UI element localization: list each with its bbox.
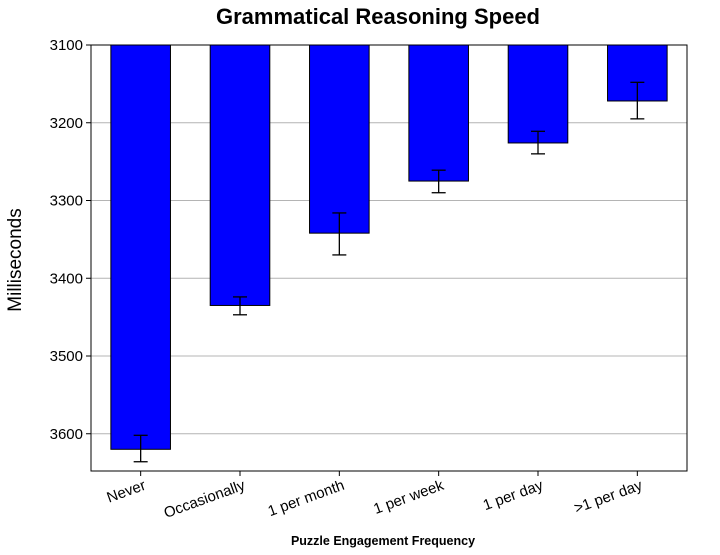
y-axis-label: Milliseconds [5, 208, 26, 311]
gridlines [91, 122, 687, 435]
bar [209, 44, 271, 306]
bar [309, 44, 370, 234]
y-tick-label: 3200 [50, 115, 83, 132]
y-tick-label: 3400 [50, 270, 83, 287]
plot-area-frame [90, 44, 688, 472]
x-tick-label: 1 per week [371, 477, 446, 518]
x-tick-label: Never [105, 477, 148, 507]
y-axis-ticks: 3100 3200 3300 3400 3500 3600 [50, 37, 91, 443]
bar [110, 44, 171, 450]
x-tick-label: 1 per day [481, 477, 546, 515]
bars [110, 44, 668, 450]
y-tick-label: 3600 [50, 426, 83, 443]
x-axis-ticks: Never Occasionally 1 per month 1 per week 1 … [105, 471, 645, 522]
x-tick-label: Occasionally [162, 477, 248, 522]
y-tick-label: 3300 [50, 193, 83, 210]
bar [507, 44, 569, 144]
y-tick-label: 3500 [50, 348, 83, 365]
x-axis-label: Puzzle Engagement Frequency [291, 534, 475, 548]
bar [408, 44, 469, 182]
chart-title: Grammatical Reasoning Speed [216, 4, 540, 29]
x-tick-label: 1 per month [266, 477, 347, 520]
y-tick-label: 3100 [50, 37, 83, 54]
error-bars [133, 81, 645, 463]
x-tick-label: >1 per day [572, 477, 645, 518]
